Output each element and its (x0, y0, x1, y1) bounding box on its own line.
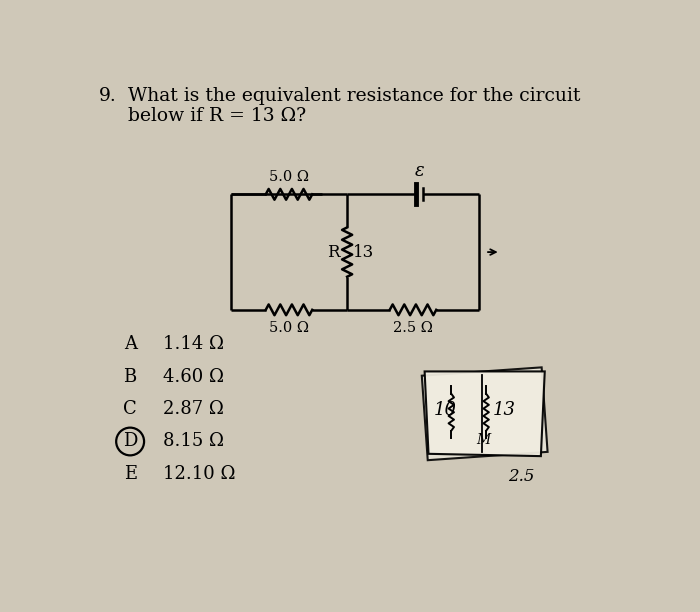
Text: 9.: 9. (99, 86, 117, 105)
Text: 13: 13 (493, 401, 516, 419)
Text: C: C (123, 400, 137, 418)
Text: B: B (123, 368, 136, 386)
Text: 4.60 Ω: 4.60 Ω (163, 368, 225, 386)
Polygon shape (425, 371, 545, 456)
Text: 1.14 Ω: 1.14 Ω (163, 335, 225, 354)
Text: 12.10 Ω: 12.10 Ω (163, 465, 236, 483)
Text: What is the equivalent resistance for the circuit
below if R = 13 Ω?: What is the equivalent resistance for th… (128, 86, 580, 125)
Text: M: M (477, 433, 491, 447)
Text: 13: 13 (354, 244, 374, 261)
Text: 2.5 Ω: 2.5 Ω (393, 321, 433, 335)
Text: A: A (124, 335, 136, 354)
Text: 5.0 Ω: 5.0 Ω (269, 170, 309, 184)
Text: 5.0 Ω: 5.0 Ω (269, 321, 309, 335)
Text: 10: 10 (434, 401, 457, 419)
Text: R: R (327, 244, 340, 261)
Text: D: D (123, 433, 137, 450)
Text: ε: ε (414, 162, 424, 181)
Text: 8.15 Ω: 8.15 Ω (163, 433, 225, 450)
Text: E: E (124, 465, 136, 483)
Text: 2.5: 2.5 (508, 468, 534, 485)
Polygon shape (422, 367, 547, 460)
Text: 2.87 Ω: 2.87 Ω (163, 400, 224, 418)
